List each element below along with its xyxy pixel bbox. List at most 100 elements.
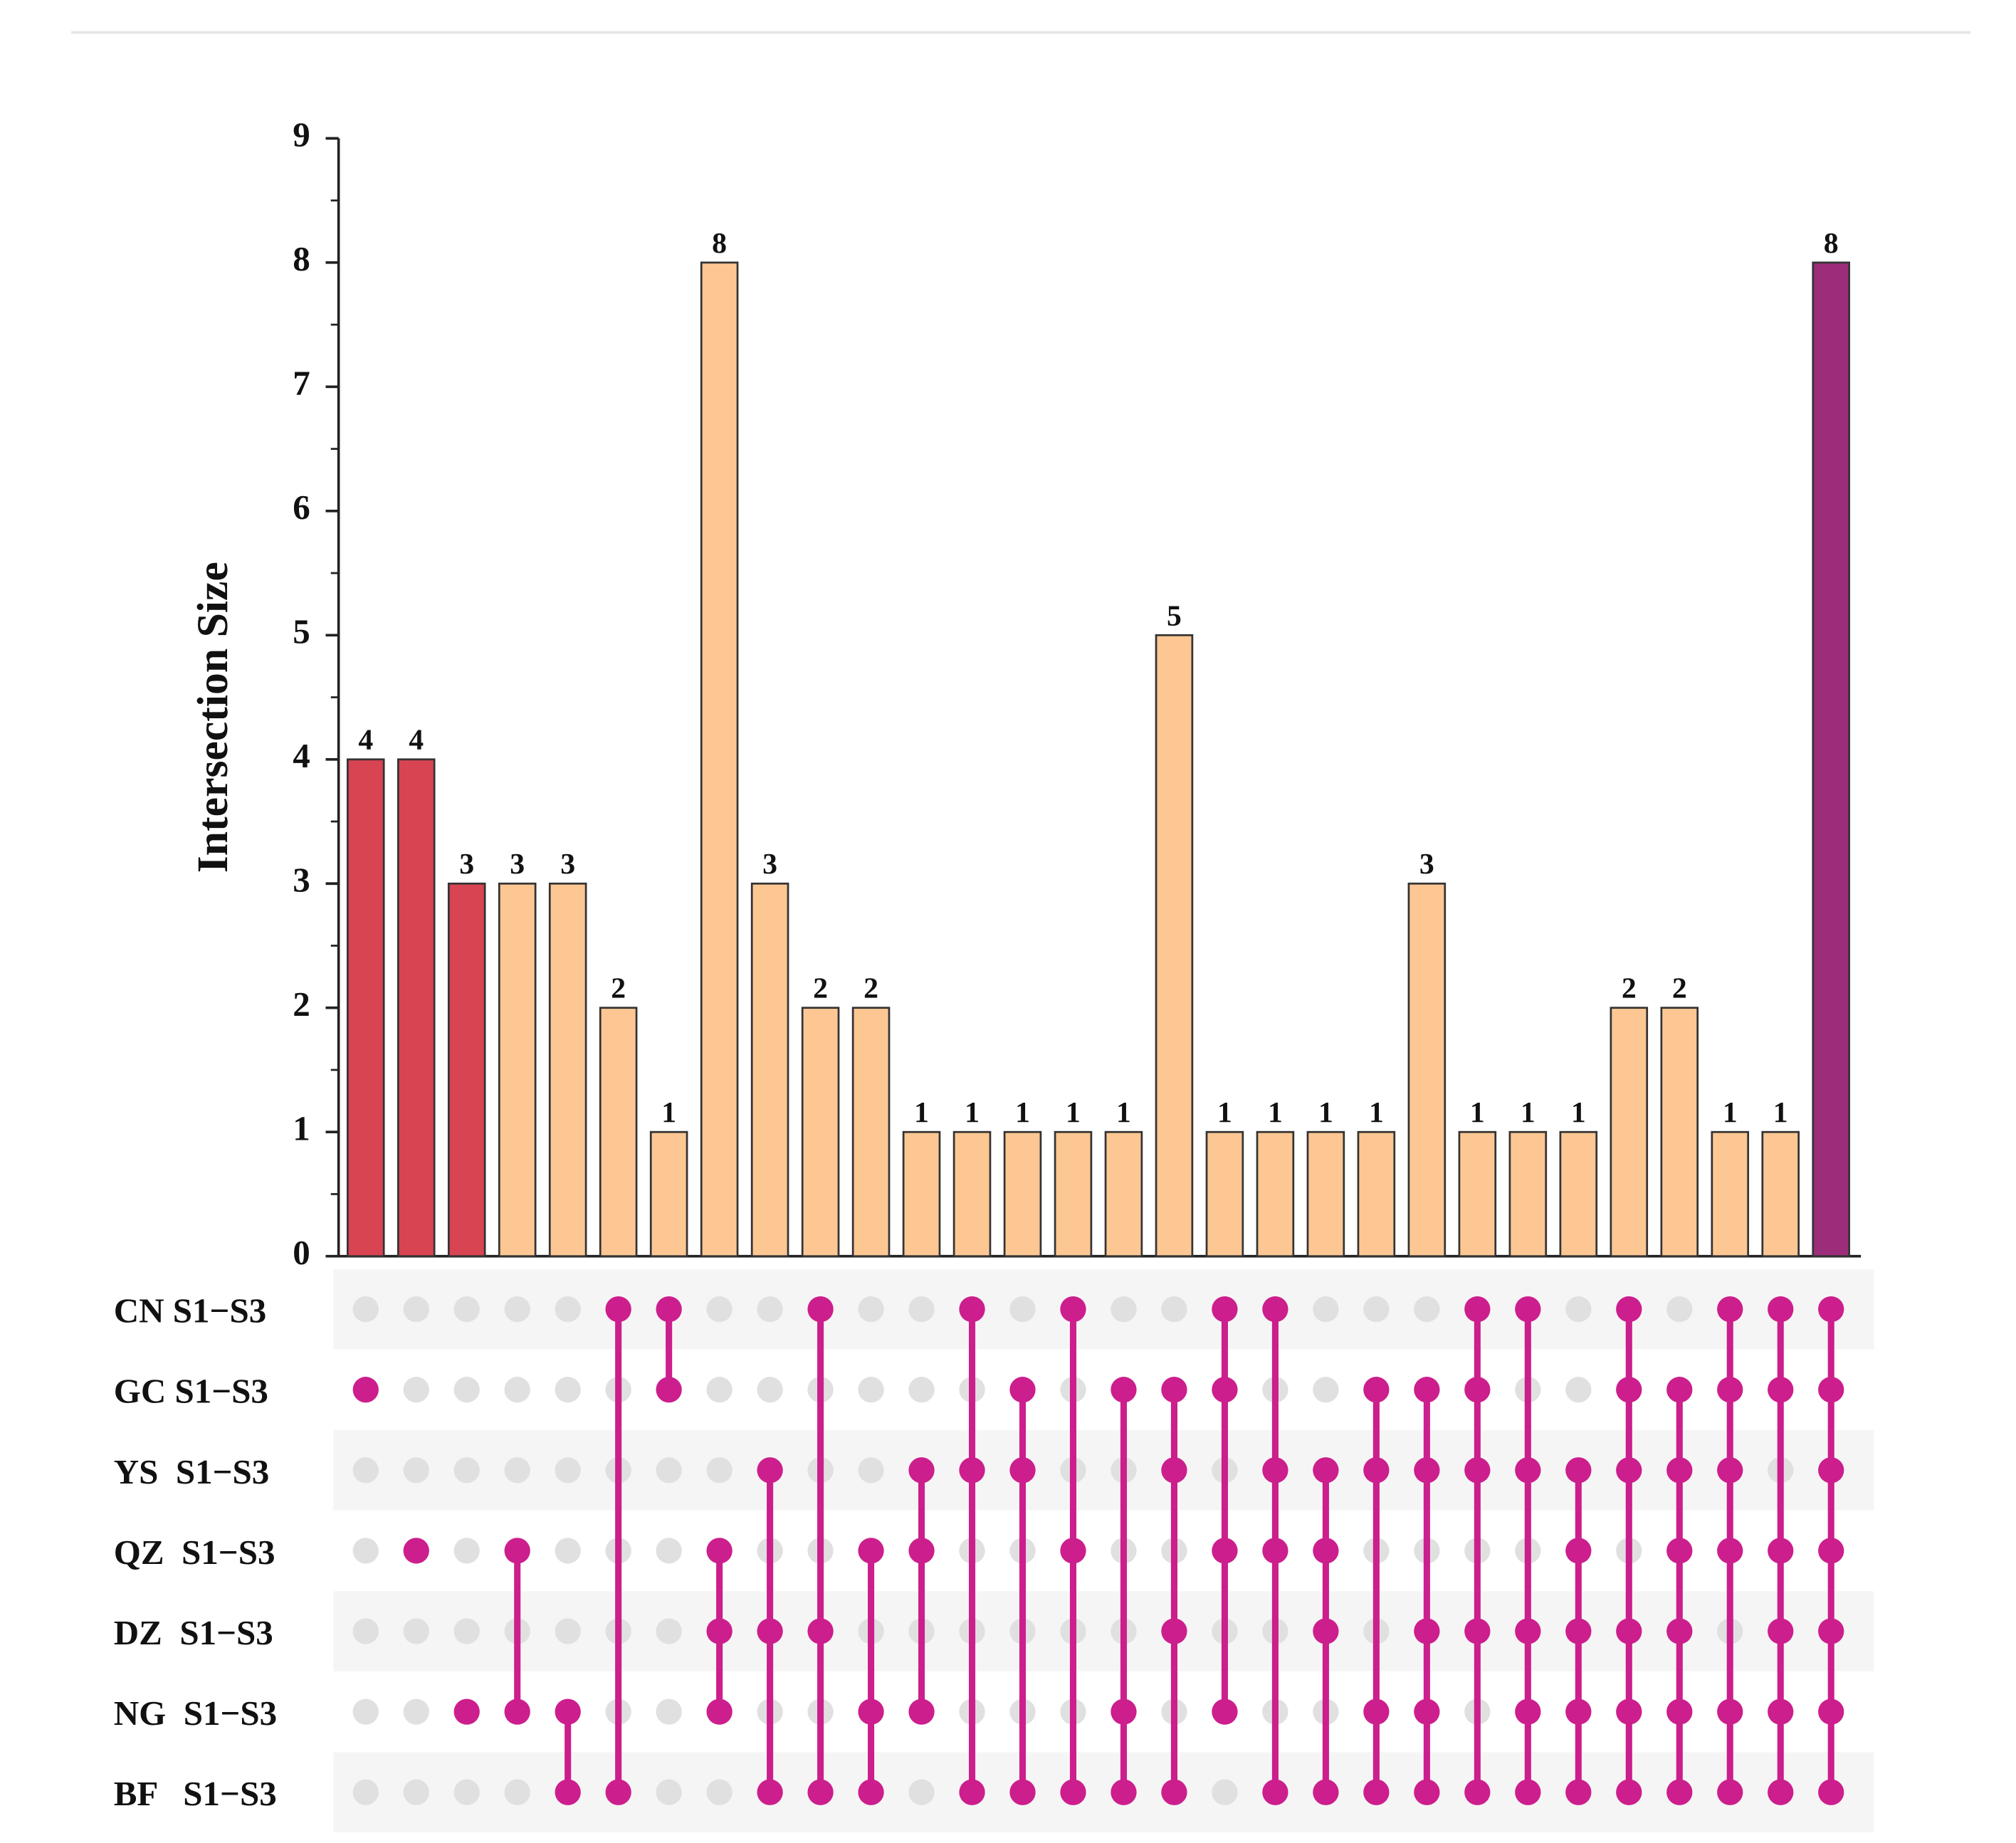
member-dot (504, 1698, 530, 1725)
empty-dot (403, 1457, 429, 1484)
member-dot (1060, 1538, 1086, 1564)
member-dot (1616, 1779, 1642, 1805)
bar-value-label: 1 (1723, 1096, 1738, 1129)
bar (1559, 1130, 1598, 1258)
empty-dot (352, 1779, 379, 1805)
bar (1003, 1130, 1042, 1258)
bar (1458, 1130, 1497, 1258)
member-dot (1616, 1698, 1642, 1725)
member-dot (1717, 1296, 1743, 1323)
member-dot (1565, 1779, 1592, 1805)
empty-dot (352, 1698, 379, 1725)
empty-dot (757, 1377, 783, 1403)
member-dot (1464, 1377, 1491, 1403)
member-dot (807, 1618, 834, 1644)
empty-dot (706, 1296, 733, 1323)
empty-dot (555, 1296, 581, 1323)
member-dot (1666, 1618, 1693, 1644)
bar-value-label: 4 (358, 724, 373, 757)
member-dot (1262, 1296, 1288, 1323)
member-dot (1414, 1779, 1440, 1805)
y-axis-title: Intersection Size (189, 562, 237, 873)
bar (851, 1007, 891, 1258)
empty-dot (1161, 1296, 1187, 1323)
y-tick-label: 4 (293, 736, 310, 775)
empty-dot (504, 1457, 530, 1484)
bar (447, 882, 486, 1258)
member-dot (1515, 1779, 1541, 1805)
member-dot (1363, 1779, 1390, 1805)
member-dot (1818, 1538, 1844, 1564)
member-dot (757, 1618, 783, 1644)
empty-dot (706, 1779, 733, 1805)
bar-value-label: 4 (409, 724, 424, 757)
empty-dot (555, 1538, 581, 1564)
bar-value-label: 1 (1268, 1096, 1283, 1129)
y-tick-label: 9 (293, 115, 310, 154)
bar (1407, 882, 1447, 1258)
bar-value-label: 1 (661, 1096, 676, 1129)
member-dot (1616, 1377, 1642, 1403)
bar (801, 1007, 840, 1258)
member-dot (1313, 1618, 1339, 1644)
bar-value-label: 2 (863, 972, 878, 1005)
empty-dot (453, 1538, 480, 1564)
empty-dot (656, 1457, 682, 1484)
member-dot (908, 1538, 935, 1564)
set-label: BF S1−S3 (114, 1774, 277, 1813)
member-dot (757, 1779, 783, 1805)
bar-value-label: 5 (1167, 599, 1182, 632)
empty-dot (352, 1618, 379, 1644)
member-dot (1111, 1698, 1137, 1725)
member-dot (1768, 1377, 1794, 1403)
member-dot (1464, 1618, 1491, 1644)
set-label: NG S1−S3 (114, 1694, 277, 1733)
member-dot (1818, 1296, 1844, 1323)
member-dot (555, 1779, 581, 1805)
empty-dot (504, 1779, 530, 1805)
empty-dot (908, 1377, 935, 1403)
member-dot (1161, 1618, 1187, 1644)
member-dot (605, 1296, 631, 1323)
empty-dot (1313, 1296, 1339, 1323)
bar-value-label: 1 (1217, 1096, 1232, 1129)
bar (498, 882, 537, 1258)
bar-value-label: 1 (1318, 1096, 1333, 1129)
member-dot (1768, 1296, 1794, 1323)
bar-value-label: 2 (611, 972, 626, 1005)
member-dot (1818, 1457, 1844, 1484)
member-dot (858, 1538, 884, 1564)
bar-value-label: 2 (1622, 972, 1637, 1005)
member-dot (1363, 1377, 1390, 1403)
member-dot (403, 1538, 429, 1564)
empty-dot (453, 1779, 480, 1805)
member-dot (1161, 1377, 1187, 1403)
y-tick-label: 8 (293, 239, 310, 278)
bar-value-label: 1 (1521, 1096, 1535, 1129)
bar-value-label: 8 (1824, 227, 1839, 260)
member-dot (1515, 1296, 1541, 1323)
empty-dot (403, 1377, 429, 1403)
bar (1306, 1130, 1345, 1258)
empty-dot (1666, 1296, 1693, 1323)
bar-value-label: 3 (762, 848, 777, 881)
member-dot (757, 1457, 783, 1484)
y-tick-label: 0 (293, 1233, 310, 1272)
empty-dot (352, 1457, 379, 1484)
member-dot (807, 1779, 834, 1805)
member-dot (656, 1296, 682, 1323)
member-dot (1768, 1618, 1794, 1644)
empty-dot (403, 1779, 429, 1805)
member-dot (1009, 1457, 1036, 1484)
empty-dot (403, 1618, 429, 1644)
empty-dot (757, 1296, 783, 1323)
member-dot (1666, 1538, 1693, 1564)
member-dot (858, 1698, 884, 1725)
bar-value-label: 1 (1066, 1096, 1081, 1129)
member-dot (1212, 1296, 1238, 1323)
member-dot (1212, 1698, 1238, 1725)
member-dot (908, 1698, 935, 1725)
bar (346, 758, 385, 1258)
member-dot (555, 1698, 581, 1725)
